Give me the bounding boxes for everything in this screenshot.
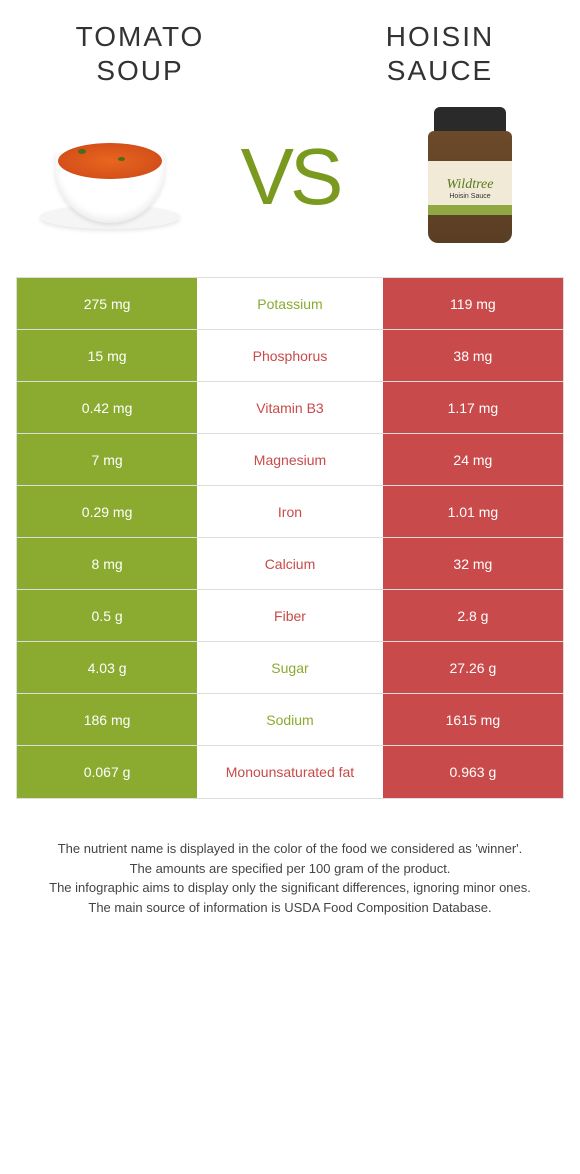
cell-food2-value: 1.01 mg [383,486,563,537]
cell-food2-value: 27.26 g [383,642,563,693]
jar-brand: Wildtree [447,177,494,193]
footnote-line: The nutrient name is displayed in the co… [30,839,550,859]
table-row: 0.5 gFiber2.8 g [17,590,563,642]
table-row: 275 mgPotassium119 mg [17,278,563,330]
cell-nutrient-name: Iron [197,486,383,537]
footnote-line: The infographic aims to display only the… [30,878,550,898]
cell-food2-value: 32 mg [383,538,563,589]
cell-nutrient-name: Magnesium [197,434,383,485]
cell-nutrient-name: Phosphorus [197,330,383,381]
cell-nutrient-name: Calcium [197,538,383,589]
cell-food1-value: 0.42 mg [17,382,197,433]
vs-label: VS [241,131,340,223]
nutrient-table: 275 mgPotassium119 mg15 mgPhosphorus38 m… [16,277,564,799]
cell-nutrient-name: Sugar [197,642,383,693]
images-row: VS Wildtree Hoisin Sauce [0,97,580,277]
table-row: 0.29 mgIron1.01 mg [17,486,563,538]
cell-food1-value: 7 mg [17,434,197,485]
cell-nutrient-name: Potassium [197,278,383,329]
table-row: 8 mgCalcium32 mg [17,538,563,590]
food2-title: HOISIN SAUCE [340,20,540,87]
cell-food1-value: 15 mg [17,330,197,381]
food1-image [30,107,190,247]
cell-food1-value: 275 mg [17,278,197,329]
table-row: 0.067 gMonounsaturated fat0.963 g [17,746,563,798]
cell-food1-value: 4.03 g [17,642,197,693]
cell-nutrient-name: Monounsaturated fat [197,746,383,798]
cell-food1-value: 8 mg [17,538,197,589]
cell-food1-value: 0.067 g [17,746,197,798]
table-row: 7 mgMagnesium24 mg [17,434,563,486]
cell-food2-value: 119 mg [383,278,563,329]
table-row: 186 mgSodium1615 mg [17,694,563,746]
food2-image: Wildtree Hoisin Sauce [390,107,550,247]
jar-sub: Hoisin Sauce [449,193,490,200]
cell-food2-value: 38 mg [383,330,563,381]
table-row: 4.03 gSugar27.26 g [17,642,563,694]
cell-food1-value: 0.29 mg [17,486,197,537]
food1-title: TOMATO SOUP [40,20,240,87]
footnote-line: The main source of information is USDA F… [30,898,550,918]
cell-food2-value: 24 mg [383,434,563,485]
cell-nutrient-name: Sodium [197,694,383,745]
table-row: 0.42 mgVitamin B31.17 mg [17,382,563,434]
cell-food2-value: 2.8 g [383,590,563,641]
table-row: 15 mgPhosphorus38 mg [17,330,563,382]
cell-food1-value: 186 mg [17,694,197,745]
cell-nutrient-name: Vitamin B3 [197,382,383,433]
cell-food1-value: 0.5 g [17,590,197,641]
footnote-line: The amounts are specified per 100 gram o… [30,859,550,879]
cell-nutrient-name: Fiber [197,590,383,641]
cell-food2-value: 1.17 mg [383,382,563,433]
header: TOMATO SOUP HOISIN SAUCE [0,0,580,97]
cell-food2-value: 1615 mg [383,694,563,745]
footnotes: The nutrient name is displayed in the co… [0,799,580,947]
cell-food2-value: 0.963 g [383,746,563,798]
